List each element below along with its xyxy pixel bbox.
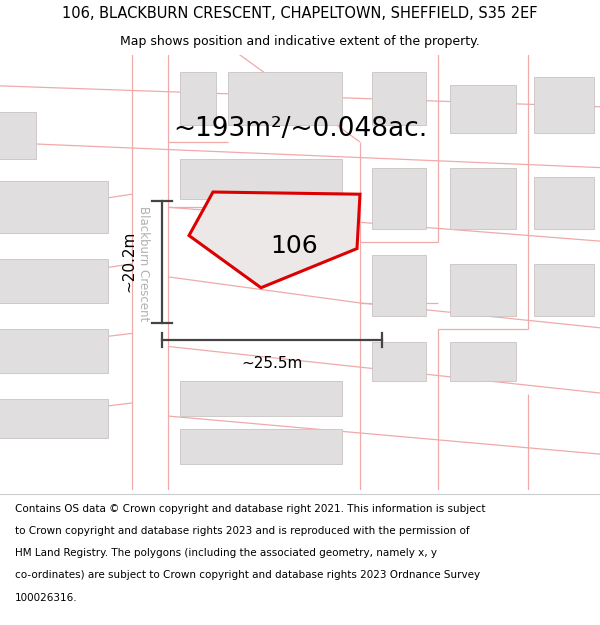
- Polygon shape: [180, 72, 216, 124]
- Polygon shape: [372, 342, 426, 381]
- Text: 106, BLACKBURN CRESCENT, CHAPELTOWN, SHEFFIELD, S35 2EF: 106, BLACKBURN CRESCENT, CHAPELTOWN, SHE…: [62, 6, 538, 21]
- Polygon shape: [180, 159, 342, 199]
- Text: HM Land Registry. The polygons (including the associated geometry, namely x, y: HM Land Registry. The polygons (includin…: [15, 548, 437, 558]
- Polygon shape: [534, 77, 594, 133]
- Polygon shape: [450, 86, 516, 133]
- Polygon shape: [450, 264, 516, 316]
- Text: 106: 106: [270, 234, 318, 258]
- Text: 100026316.: 100026316.: [15, 592, 77, 602]
- Text: ~193m²/~0.048ac.: ~193m²/~0.048ac.: [173, 116, 427, 142]
- Text: to Crown copyright and database rights 2023 and is reproduced with the permissio: to Crown copyright and database rights 2…: [15, 526, 470, 536]
- Polygon shape: [0, 329, 108, 372]
- Polygon shape: [180, 381, 342, 416]
- Polygon shape: [228, 72, 342, 124]
- Text: ~20.2m: ~20.2m: [122, 231, 137, 292]
- Polygon shape: [0, 181, 108, 233]
- Polygon shape: [534, 177, 594, 229]
- Polygon shape: [372, 72, 426, 124]
- Polygon shape: [372, 255, 426, 316]
- Polygon shape: [180, 429, 342, 464]
- Polygon shape: [0, 111, 36, 159]
- Polygon shape: [534, 264, 594, 316]
- Polygon shape: [0, 259, 108, 303]
- Text: Blackburn Crescent: Blackburn Crescent: [137, 206, 151, 321]
- Text: co-ordinates) are subject to Crown copyright and database rights 2023 Ordnance S: co-ordinates) are subject to Crown copyr…: [15, 571, 480, 581]
- Text: Contains OS data © Crown copyright and database right 2021. This information is : Contains OS data © Crown copyright and d…: [15, 504, 485, 514]
- Polygon shape: [372, 168, 426, 229]
- Polygon shape: [450, 168, 516, 229]
- Polygon shape: [0, 399, 108, 437]
- Polygon shape: [450, 342, 516, 381]
- Text: ~25.5m: ~25.5m: [241, 356, 303, 371]
- Polygon shape: [189, 192, 360, 288]
- Text: Map shows position and indicative extent of the property.: Map shows position and indicative extent…: [120, 35, 480, 48]
